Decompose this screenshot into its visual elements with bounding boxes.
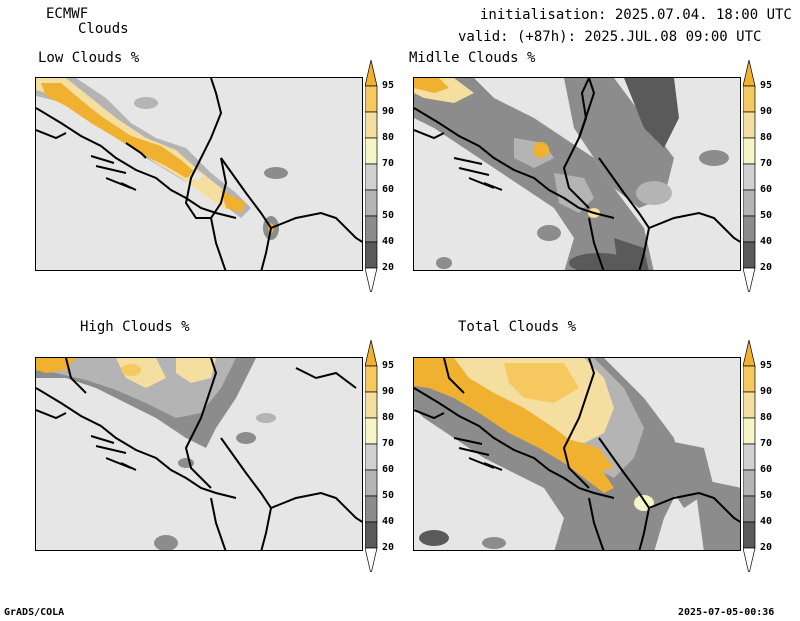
colorbar-label: 90 bbox=[760, 106, 773, 117]
map-total-clouds bbox=[413, 357, 741, 551]
colorbar-label: 80 bbox=[382, 132, 395, 143]
init-time: initialisation: 2025.07.04. 18:00 UTC bbox=[480, 7, 792, 23]
colorbar-segment bbox=[743, 365, 756, 393]
colorbar-label: 20 bbox=[382, 262, 395, 273]
colorbar-label: 90 bbox=[382, 386, 395, 397]
colorbar-label: 50 bbox=[760, 210, 773, 221]
colorbar-top-triangle bbox=[365, 60, 378, 87]
colorbar-label: 60 bbox=[760, 184, 773, 195]
panel-title-low: Low Clouds % bbox=[38, 50, 140, 66]
valid-time: valid: (+87h): 2025.JUL.08 09:00 UTC bbox=[458, 29, 762, 45]
colorbar-label: 50 bbox=[760, 490, 773, 501]
colorbar-total: 95 90 80 70 60 50 40 20 bbox=[743, 340, 793, 572]
colorbar-bottom-triangle bbox=[743, 547, 756, 572]
colorbar-segment bbox=[743, 85, 756, 113]
colorbar-graphic bbox=[365, 340, 378, 572]
colorbar-label: 90 bbox=[760, 386, 773, 397]
cloud-field bbox=[36, 358, 276, 550]
colorbar-segment bbox=[743, 417, 756, 445]
colorbar-label: 60 bbox=[382, 184, 395, 195]
colorbar-label: 60 bbox=[382, 464, 395, 475]
colorbar-label: 60 bbox=[760, 464, 773, 475]
colorbar-label: 80 bbox=[760, 132, 773, 143]
colorbar-label: 70 bbox=[382, 438, 395, 449]
colorbar-segment bbox=[365, 137, 378, 165]
colorbar-label: 95 bbox=[760, 360, 773, 371]
colorbar-segment bbox=[365, 443, 378, 471]
colorbar-graphic bbox=[743, 340, 756, 572]
colorbar-segment bbox=[365, 189, 378, 217]
colorbar-segment bbox=[743, 189, 756, 217]
colorbar-segment bbox=[743, 521, 756, 549]
colorbar-label: 20 bbox=[382, 542, 395, 553]
colorbar-segment bbox=[743, 391, 756, 419]
colorbar-bottom-triangle bbox=[365, 547, 378, 572]
colorbar-segment bbox=[365, 521, 378, 549]
colorbar-label: 20 bbox=[760, 542, 773, 553]
panel-title-high: High Clouds % bbox=[80, 319, 190, 335]
colorbar-segment bbox=[365, 469, 378, 497]
colorbar-label: 70 bbox=[382, 158, 395, 169]
colorbar-bottom-triangle bbox=[743, 267, 756, 292]
colorbar-label: 50 bbox=[382, 490, 395, 501]
colorbar-middle: 95 90 80 70 60 50 40 20 bbox=[743, 60, 793, 292]
cloud-field bbox=[414, 78, 729, 270]
colorbar-label: 70 bbox=[760, 158, 773, 169]
map-middle-clouds bbox=[413, 77, 741, 271]
colorbar-segment bbox=[365, 111, 378, 139]
colorbar-label: 40 bbox=[760, 516, 773, 527]
map-high-clouds bbox=[35, 357, 363, 551]
colorbar-graphic bbox=[743, 60, 756, 292]
coastlines-borders bbox=[36, 358, 362, 550]
colorbar-segment bbox=[365, 391, 378, 419]
map-low-clouds bbox=[35, 77, 363, 271]
colorbar-label: 80 bbox=[760, 412, 773, 423]
colorbar-segment bbox=[743, 163, 756, 191]
colorbar-top-triangle bbox=[743, 340, 756, 367]
colorbar-label: 40 bbox=[382, 516, 395, 527]
colorbar-segment bbox=[365, 215, 378, 243]
product-name: Clouds bbox=[78, 21, 129, 37]
colorbar-high: 95 90 80 70 60 50 40 20 bbox=[365, 340, 415, 572]
colorbar-bottom-triangle bbox=[365, 267, 378, 292]
colorbar-label: 70 bbox=[760, 438, 773, 449]
colorbar-segment bbox=[365, 163, 378, 191]
cloud-field bbox=[36, 78, 288, 240]
colorbar-segment bbox=[743, 443, 756, 471]
colorbar-top-triangle bbox=[743, 60, 756, 87]
colorbar-segment bbox=[743, 137, 756, 165]
colorbar-segment bbox=[365, 241, 378, 269]
colorbar-label: 95 bbox=[382, 360, 395, 371]
panel-title-total: Total Clouds % bbox=[458, 319, 577, 335]
footer-timestamp: 2025-07-05-00:36 bbox=[678, 607, 775, 618]
colorbar-label: 80 bbox=[382, 412, 395, 423]
panel-title-middle: Midlle Clouds % bbox=[409, 50, 536, 66]
model-name: ECMWF bbox=[46, 6, 89, 22]
colorbar-segment bbox=[743, 495, 756, 523]
colorbar-segment bbox=[365, 417, 378, 445]
colorbar-label: 40 bbox=[382, 236, 395, 247]
cloud-field bbox=[414, 358, 740, 550]
coastlines-borders bbox=[414, 358, 740, 550]
colorbar-segment bbox=[743, 241, 756, 269]
colorbar-label: 20 bbox=[760, 262, 773, 273]
colorbar-segment bbox=[365, 495, 378, 523]
coastlines-borders bbox=[36, 78, 362, 270]
colorbar-label: 90 bbox=[382, 106, 395, 117]
footer-software: GrADS/COLA bbox=[4, 607, 65, 618]
colorbar-segment bbox=[743, 469, 756, 497]
colorbar-low: 95 90 80 70 60 50 40 20 bbox=[365, 60, 415, 292]
colorbar-label: 50 bbox=[382, 210, 395, 221]
colorbar-segment bbox=[743, 215, 756, 243]
colorbar-graphic bbox=[365, 60, 378, 292]
colorbar-label: 95 bbox=[382, 80, 395, 91]
colorbar-top-triangle bbox=[365, 340, 378, 367]
coastlines-borders bbox=[414, 78, 740, 270]
colorbar-segment bbox=[743, 111, 756, 139]
colorbar-segment bbox=[365, 85, 378, 113]
colorbar-label: 95 bbox=[760, 80, 773, 91]
colorbar-label: 40 bbox=[760, 236, 773, 247]
colorbar-segment bbox=[365, 365, 378, 393]
